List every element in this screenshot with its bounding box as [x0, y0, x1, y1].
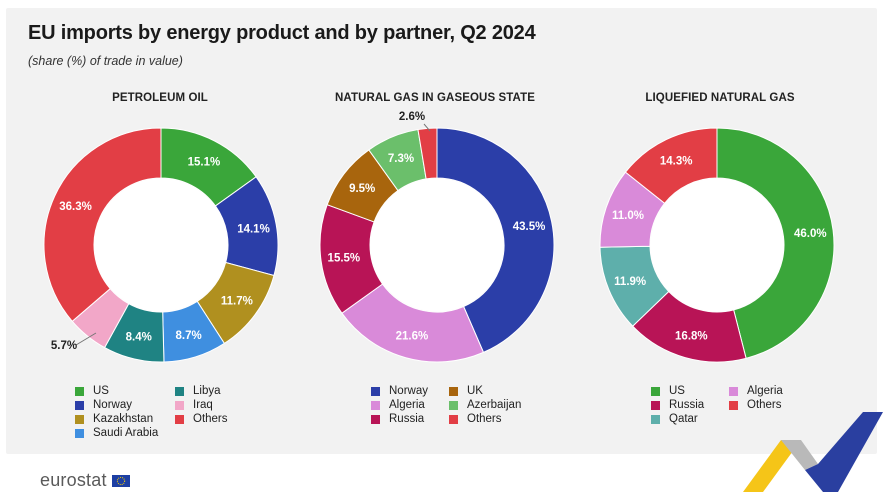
- decorative-chevrons: [743, 412, 883, 492]
- legend-item-2-algeria[interactable]: Algeria: [729, 385, 783, 397]
- legend-item-2-qatar[interactable]: Qatar: [651, 413, 698, 425]
- legend-label: Russia: [669, 399, 705, 411]
- legend-swatch: [75, 386, 84, 396]
- eu-flag-icon: [111, 474, 130, 487]
- legend-label: UK: [467, 385, 483, 397]
- legend-label: US: [93, 385, 109, 397]
- legend-swatch: [651, 400, 660, 410]
- legend-swatch: [175, 386, 184, 396]
- legend-label: US: [669, 385, 685, 397]
- legend-swatch: [651, 386, 660, 396]
- legend-item-1-uk[interactable]: UK: [449, 385, 483, 397]
- legend-label: Norway: [389, 385, 428, 397]
- slice-0-others[interactable]: [43, 127, 162, 322]
- data-label-2-us: 46.0%: [794, 228, 827, 240]
- legend-item-0-others[interactable]: Others: [175, 413, 228, 425]
- data-label-2-others: 14.3%: [660, 155, 693, 167]
- legend-label: Qatar: [669, 413, 698, 425]
- legend-swatch: [729, 386, 738, 396]
- leader-line-0-iraq: [75, 332, 97, 346]
- data-label-0-libya: 8.4%: [126, 331, 152, 343]
- leader-line-1-others: [423, 123, 431, 132]
- donut-title-petroleum-oil: PETROLEUM OIL: [112, 92, 208, 104]
- slice-2-others[interactable]: [624, 127, 718, 204]
- legend-label: Algeria: [747, 385, 783, 397]
- data-label-0-us: 15.1%: [188, 156, 221, 168]
- legend-item-0-libya[interactable]: Libya: [175, 385, 221, 397]
- donut-title-natural-gas: NATURAL GAS IN GASEOUS STATE: [334, 92, 535, 104]
- legend-swatch: [371, 386, 380, 396]
- legend-label: Kazakhstan: [93, 413, 154, 425]
- data-label-1-algeria: 21.6%: [396, 331, 429, 343]
- data-label-1-azerbaijan: 7.3%: [388, 153, 414, 165]
- legend-item-1-russia[interactable]: Russia: [371, 413, 424, 425]
- legend-label: Others: [747, 399, 782, 411]
- legend-item-2-us[interactable]: US: [651, 385, 685, 397]
- legend-swatch: [75, 428, 84, 438]
- legend-swatch: [371, 414, 380, 424]
- data-label-2-russia: 16.8%: [675, 330, 708, 342]
- legend-item-2-russia[interactable]: Russia: [651, 399, 704, 411]
- data-label-1-norway: 43.5%: [513, 221, 546, 233]
- legend-swatch: [729, 400, 738, 410]
- legend-swatch: [75, 414, 84, 424]
- legend-swatch: [75, 400, 84, 410]
- legend-label: Norway: [93, 399, 132, 411]
- legend-label: Algeria: [389, 399, 425, 411]
- legend-item-0-norway[interactable]: Norway: [75, 399, 132, 411]
- legend-swatch: [175, 414, 184, 424]
- legend-swatch: [651, 414, 660, 424]
- legend-item-0-us[interactable]: US: [75, 385, 109, 397]
- chart-subtitle: (share (%) of trade in value): [28, 54, 183, 68]
- logo-text: eurostat: [40, 470, 107, 490]
- legend-label: Russia: [389, 413, 425, 425]
- data-label-1-uk: 9.5%: [349, 183, 375, 195]
- legend-item-0-saudi-arabia[interactable]: Saudi Arabia: [75, 427, 158, 439]
- legend-swatch: [449, 400, 458, 410]
- legend-item-0-iraq[interactable]: Iraq: [175, 399, 213, 411]
- legend-swatch: [371, 400, 380, 410]
- legend-label: Azerbaijan: [467, 399, 522, 411]
- slice-1-others[interactable]: [417, 127, 438, 180]
- legend-label: Others: [193, 413, 228, 425]
- data-label-0-others: 36.3%: [59, 201, 92, 213]
- eurostat-logo[interactable]: eurostat: [40, 470, 130, 491]
- legend-label: Saudi Arabia: [93, 427, 159, 439]
- donut-hole-2: [650, 178, 784, 312]
- legend-item-1-others[interactable]: Others: [449, 413, 502, 425]
- data-label-1-others: 2.6%: [399, 111, 425, 123]
- legend-item-0-kazakhstan[interactable]: Kazakhstan: [75, 413, 153, 425]
- data-label-0-saudi-arabia: 8.7%: [176, 330, 202, 342]
- data-label-0-norway: 14.1%: [237, 223, 270, 235]
- legend-label: Iraq: [193, 399, 213, 411]
- legend-item-2-others[interactable]: Others: [729, 399, 782, 411]
- legend-label: Others: [467, 413, 502, 425]
- data-label-0-kazakhstan: 11.7%: [221, 295, 253, 307]
- legend-swatch: [449, 386, 458, 396]
- data-label-1-russia: 15.5%: [328, 253, 361, 265]
- chart-title: EU imports by energy product and by part…: [28, 22, 536, 44]
- data-label-2-algeria: 11.0%: [612, 210, 644, 222]
- legend-label: Libya: [193, 385, 221, 397]
- donut-hole-0: [94, 178, 228, 312]
- slice-1-norway[interactable]: [436, 127, 555, 354]
- slice-2-us[interactable]: [716, 127, 835, 359]
- legend-item-1-azerbaijan[interactable]: Azerbaijan: [449, 399, 521, 411]
- data-label-2-qatar: 11.9%: [614, 276, 646, 288]
- legend-swatch: [449, 414, 458, 424]
- donut-hole-1: [370, 178, 504, 312]
- donut-title-lng: LIQUEFIED NATURAL GAS: [645, 92, 795, 104]
- legend-item-1-algeria[interactable]: Algeria: [371, 399, 425, 411]
- legend-swatch: [175, 400, 184, 410]
- legend-item-1-norway[interactable]: Norway: [371, 385, 428, 397]
- data-label-0-iraq: 5.7%: [51, 340, 77, 352]
